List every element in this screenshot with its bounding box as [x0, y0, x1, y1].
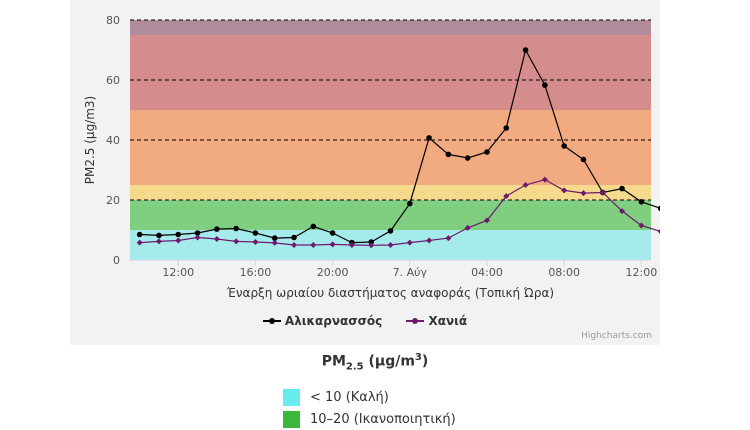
series-2-point: [387, 242, 394, 248]
legend-item-series-2[interactable]: Χανιά: [406, 314, 467, 328]
legend-label-series-1: Αλικαρνασσός: [284, 314, 383, 328]
pm-subscript: 2.5: [345, 361, 364, 373]
y-tick-label: 40: [106, 134, 120, 147]
series-1-point: [619, 185, 625, 192]
series-1-point: [522, 47, 529, 53]
series-1-point: [310, 223, 317, 230]
series-1-point: [638, 199, 645, 205]
x-tick-label: 08:00: [548, 266, 580, 279]
band-4: [130, 35, 651, 110]
series-line-2: [139, 178, 660, 246]
x-tick-label: 7. Αύγ: [393, 266, 428, 279]
series-2-point: [310, 242, 317, 248]
series-2-point: [541, 176, 548, 183]
category-satisfactory-swatch: [283, 411, 300, 428]
series-1-point: [503, 125, 510, 131]
series-1-point: [464, 155, 471, 161]
legend-label-series-2: Χανιά: [428, 314, 468, 328]
legend-symbol-series-1: [262, 316, 281, 326]
band-1: [130, 200, 651, 230]
y-tick-label: 0: [113, 254, 120, 267]
chart-panel: 0 20 40 60 80 12:00 16:00 20:00 7. Αύγ 04:00 08:00…: [70, 0, 660, 345]
credits-link[interactable]: Highcharts.com: [581, 331, 652, 341]
pm25-legend-title: PM2.5 (μg/m3): [0, 352, 750, 372]
series-1-point: [445, 151, 452, 158]
legend-symbol-series-2: [406, 316, 425, 326]
series-1-point: [368, 239, 375, 245]
series-2-point: [657, 229, 660, 234]
series-1-point: [194, 230, 201, 236]
series-2-point: [194, 234, 201, 241]
band-3: [130, 110, 651, 185]
y-axis-title: PM2.5 (μg/m3): [83, 96, 97, 184]
series-1-point: [214, 226, 220, 232]
series-1-point: [387, 228, 394, 234]
series-2-point: [213, 236, 220, 242]
series-1-point: [426, 135, 432, 141]
category-good: < 10 (Καλή): [283, 389, 389, 406]
series-1-point: [175, 231, 182, 238]
series-1-point: [484, 149, 490, 155]
unit-suffix: ): [421, 353, 429, 370]
series-2-point: [445, 235, 452, 242]
series-2-point: [368, 242, 375, 249]
series-1-point: [580, 156, 587, 163]
series-2-point: [406, 239, 413, 246]
x-axis-title: Έναρξη ωριαίου διαστήματος αναφοράς (Τοπ…: [226, 286, 554, 300]
series-2-point: [136, 239, 143, 246]
x-tick-label: 12:00: [162, 266, 194, 279]
series-2-point: [503, 193, 510, 200]
x-tick-label: 16:00: [240, 266, 272, 279]
series-2-point: [580, 190, 587, 197]
series-line-1: [139, 48, 660, 244]
series-2-point: [561, 187, 568, 194]
unit-prefix: (μg/m: [363, 353, 415, 370]
band-2: [130, 185, 651, 200]
series-2-point: [175, 237, 182, 244]
series-2-point: [271, 239, 278, 246]
series-2-point: [329, 241, 336, 248]
legend-item-series-1[interactable]: Αλικαρνασσός: [262, 314, 383, 328]
series-1-point: [136, 231, 143, 238]
series-1-point: [329, 230, 336, 236]
chart-legend: Αλικαρνασσός Χανιά: [70, 314, 660, 329]
series-2-point: [619, 208, 626, 215]
series-1-point: [252, 230, 259, 236]
unit-superscript: 3: [414, 352, 422, 363]
x-tick-label: 12:00: [626, 266, 658, 279]
series-2-point: [233, 238, 240, 245]
category-good-swatch: [283, 389, 300, 406]
category-satisfactory-label: 10–20 (Ικανοποιητική): [310, 412, 456, 427]
band-5: [130, 20, 651, 35]
series-2-point: [155, 238, 162, 245]
series-1-point: [561, 143, 567, 149]
series-1-point: [271, 235, 278, 241]
y-tick-label: 20: [106, 194, 120, 207]
category-satisfactory: 10–20 (Ικανοποιητική): [283, 411, 456, 428]
series-1-point: [156, 232, 162, 239]
y-tick-label: 80: [106, 14, 120, 27]
series-1-point: [542, 82, 548, 88]
series-2-point: [464, 224, 471, 231]
series-2-point: [426, 237, 433, 244]
series-1-point: [406, 200, 413, 207]
x-tick-label: 04:00: [471, 266, 503, 279]
series-2-point: [522, 182, 529, 188]
series-1-point: [291, 234, 297, 241]
series-1-point: [233, 225, 239, 232]
series-2-point: [599, 189, 606, 196]
series-2-point: [348, 242, 355, 248]
pm-label: PM: [321, 353, 346, 370]
category-good-label: < 10 (Καλή): [310, 390, 389, 405]
x-tick-label: 20:00: [317, 266, 349, 279]
series-2-point: [483, 217, 490, 224]
y-tick-label: 60: [106, 74, 120, 87]
series-1-point: [657, 205, 660, 212]
series-2-point: [638, 222, 645, 229]
series-2-point: [291, 242, 298, 248]
series-2-point: [252, 239, 259, 245]
chart-plot: 0 20 40 60 80 12:00 16:00 20:00 7. Αύγ 04:00 08:00…: [83, 14, 660, 300]
